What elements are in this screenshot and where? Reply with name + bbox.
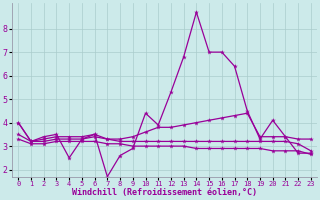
- X-axis label: Windchill (Refroidissement éolien,°C): Windchill (Refroidissement éolien,°C): [72, 188, 257, 197]
